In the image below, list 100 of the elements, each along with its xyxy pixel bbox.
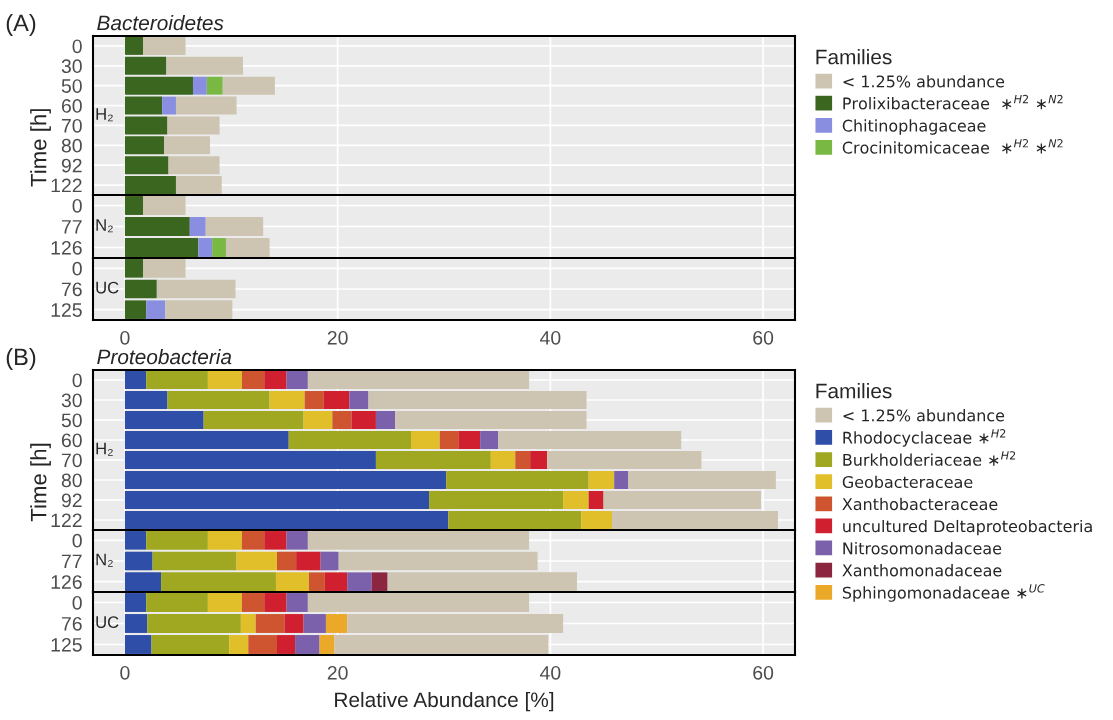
bar — [207, 371, 242, 389]
y-tick-label: 0 — [72, 533, 82, 548]
bar — [277, 551, 297, 571]
bar — [498, 431, 682, 449]
y-tick-label: 92 — [61, 493, 82, 508]
bar — [581, 511, 613, 529]
bar — [303, 614, 326, 633]
bar — [124, 76, 193, 95]
x-tick-label: 20 — [327, 330, 348, 345]
bar — [612, 511, 778, 529]
y-tick-label: 122 — [51, 513, 82, 528]
y-axis-title: Time [h] — [30, 109, 51, 187]
bar — [614, 471, 629, 489]
annotation: UC — [96, 616, 119, 628]
bar — [206, 76, 223, 95]
bar — [161, 572, 276, 591]
y-tick-label: 77 — [61, 220, 82, 234]
annotation: UC — [96, 281, 119, 294]
y-tick-label: 70 — [61, 118, 82, 133]
legend-label: Burkholderiaceae ∗$^{H2}$ — [843, 451, 1016, 466]
bar — [255, 614, 285, 633]
bar — [124, 411, 204, 429]
bar — [319, 635, 335, 654]
bar — [368, 391, 587, 409]
bar — [164, 136, 210, 155]
bar — [124, 259, 143, 278]
bar — [324, 572, 348, 591]
y-tick-label: 77 — [61, 554, 82, 569]
bar — [347, 572, 372, 591]
legend-label: Nitrosomonadaceae — [843, 542, 1002, 555]
bar — [222, 76, 275, 95]
bar — [351, 411, 376, 429]
bar — [229, 635, 249, 654]
bar — [240, 614, 256, 633]
bar — [429, 491, 564, 509]
y-tick-label: 122 — [51, 178, 82, 193]
annotation: H₂ — [96, 442, 113, 456]
chart-title: (A) — [6, 13, 36, 36]
bar — [142, 36, 186, 55]
bar — [124, 56, 167, 75]
y-tick-label: 0 — [72, 198, 82, 213]
bar — [207, 531, 242, 550]
bar — [446, 471, 589, 489]
bar — [241, 371, 265, 389]
x-tick-label: 40 — [540, 330, 561, 345]
y-tick-label: 60 — [61, 433, 82, 448]
y-tick-label: 50 — [61, 413, 82, 428]
bar — [175, 176, 222, 195]
bar — [203, 411, 304, 429]
legend-label: < 1.25% abundance — [843, 75, 1005, 88]
legend-label: Xanthobacteraceae — [842, 497, 998, 511]
y-axis-title: Time [h] — [30, 443, 51, 522]
y-tick-label: 0 — [72, 39, 82, 54]
bar — [515, 451, 531, 469]
bar — [303, 411, 333, 429]
x-tick-label: 20 — [327, 665, 348, 680]
bar — [124, 491, 430, 509]
bar — [547, 451, 702, 469]
bar — [124, 300, 147, 319]
bar — [124, 511, 449, 529]
bar — [490, 451, 516, 469]
bar — [628, 471, 776, 489]
bar — [124, 531, 147, 550]
bar — [603, 491, 761, 509]
y-tick-label: 125 — [51, 637, 82, 652]
x-tick-label: 0 — [120, 665, 130, 680]
bar — [307, 371, 530, 389]
bar — [288, 431, 412, 449]
bar — [225, 238, 270, 257]
bar — [241, 531, 265, 550]
y-tick-label: 0 — [72, 595, 82, 610]
bar — [375, 451, 491, 469]
bar — [304, 391, 324, 409]
legend-label: Crocinitomicaceae ∗$^{H2}$ ∗$^{N2}$ — [842, 139, 1063, 154]
x-tick-label: 40 — [540, 665, 561, 680]
legend-label: uncultured Deltaproteobacteria — [843, 519, 1092, 536]
bar — [320, 551, 339, 571]
bar — [146, 300, 166, 319]
bar — [124, 36, 143, 55]
bar — [124, 551, 153, 571]
bar — [563, 491, 589, 509]
bar — [480, 431, 499, 449]
bar — [439, 431, 459, 449]
bar — [124, 156, 169, 175]
x-axis-title: Relative Abundance [%] — [335, 691, 554, 712]
bar — [124, 471, 447, 489]
bar — [146, 531, 208, 550]
bar — [332, 411, 352, 429]
bar — [284, 614, 304, 633]
y-tick-label: 125 — [51, 303, 82, 317]
bar — [124, 614, 148, 633]
legend-label: Rhodocyclaceae ∗$^{H2}$ — [843, 429, 1006, 447]
legend-label: Xanthomonadaceae — [842, 564, 1002, 577]
bar — [124, 391, 168, 409]
bar — [588, 491, 604, 509]
annotation: N₂ — [96, 219, 113, 233]
bar — [264, 593, 287, 612]
annotation: H₂ — [96, 108, 113, 122]
bar — [308, 572, 325, 591]
bar — [588, 471, 615, 489]
